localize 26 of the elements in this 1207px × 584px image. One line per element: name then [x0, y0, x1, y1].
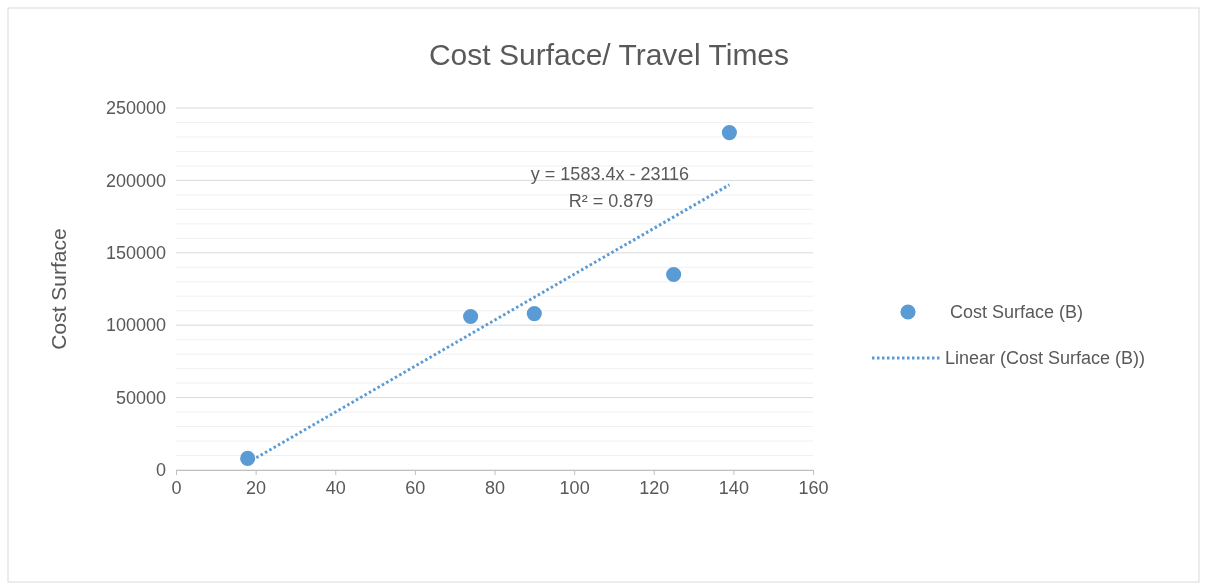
x-tick-label: 40: [325, 478, 346, 499]
y-tick-label: 50000: [115, 387, 166, 408]
y-tick-label: 100000: [105, 315, 166, 336]
legend-label: Cost Surface (B): [950, 302, 1084, 323]
x-tick-label: 0: [171, 478, 182, 499]
annotation: R² = 0.879: [568, 191, 654, 211]
point: [240, 450, 256, 466]
chart-title: Cost Surface/ Travel Times: [428, 38, 790, 71]
point: [463, 308, 479, 325]
annotation: y = 1583.4x - 23116: [530, 164, 690, 184]
x-tick-label: 120: [639, 478, 670, 499]
x-tick-label: 20: [246, 478, 267, 499]
point: [666, 266, 682, 283]
x-tick-label: 140: [718, 478, 749, 499]
legend-label: Linear (Cost Surface (B)): [945, 348, 1146, 369]
y-tick-label: 250000: [105, 98, 166, 119]
y-tick-label: 0: [155, 460, 166, 481]
point: [526, 306, 542, 322]
x-tick-label: 60: [405, 478, 426, 499]
y-tick-label: 200000: [105, 170, 166, 191]
x-tick-label: 100: [559, 478, 590, 499]
y-tick-label: 150000: [105, 243, 166, 264]
point: [721, 125, 737, 141]
x-tick-label: 80: [484, 478, 506, 499]
y-axis-title: Cost Surface: [47, 228, 70, 350]
x-tick-label: 160: [798, 478, 829, 499]
